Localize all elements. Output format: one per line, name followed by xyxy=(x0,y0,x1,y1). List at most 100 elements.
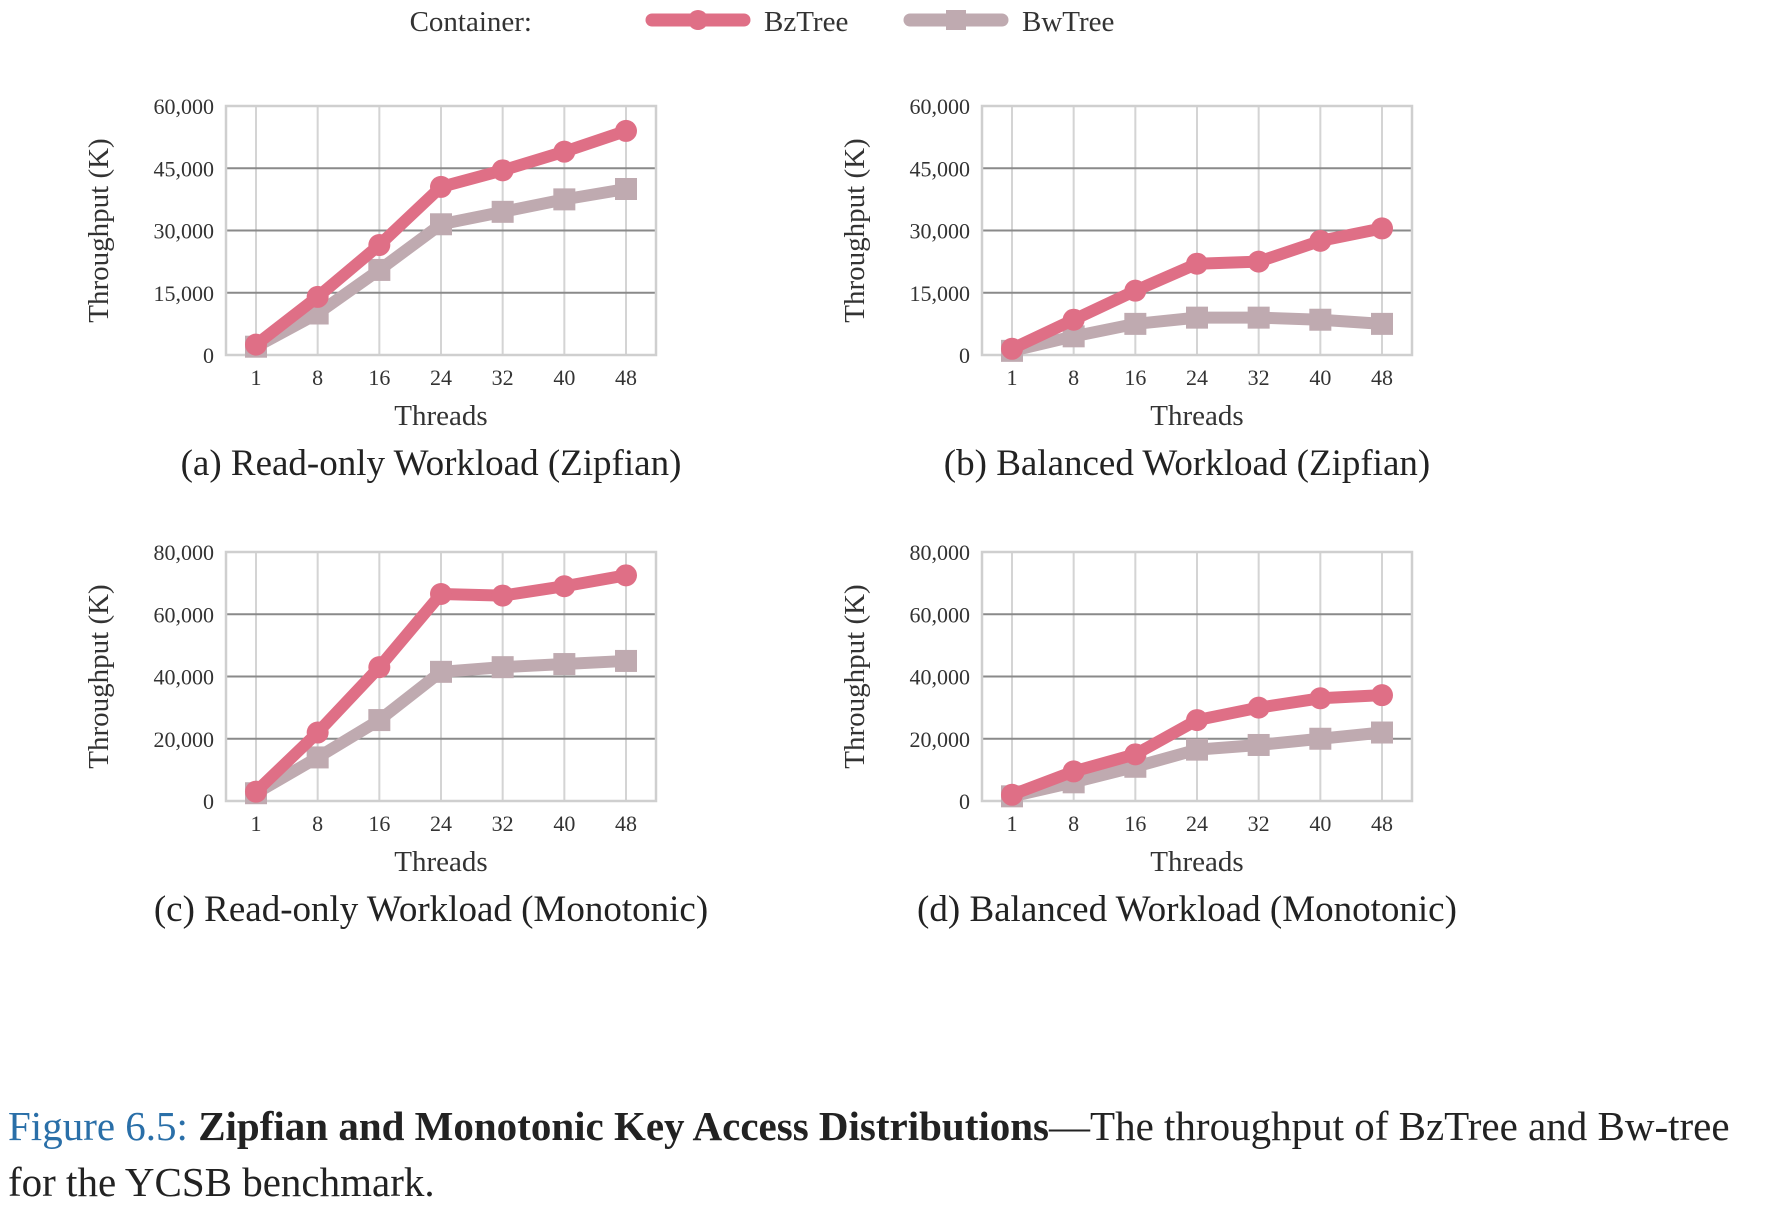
data-point-bwtree xyxy=(553,188,576,211)
data-point-bwtree xyxy=(1371,721,1393,744)
x-tick-label: 16 xyxy=(1124,811,1146,836)
x-tick-label: 48 xyxy=(615,811,637,836)
figure-caption: Figure 6.5: Zipfian and Monotonic Key Ac… xyxy=(8,1098,1758,1210)
data-point-bztree xyxy=(1186,709,1208,732)
data-point-bztree xyxy=(1001,783,1023,806)
y-tick-label: 20,000 xyxy=(910,727,971,752)
data-point-bztree xyxy=(491,584,514,607)
data-point-bwtree xyxy=(1309,308,1332,331)
data-point-bwtree xyxy=(553,653,576,676)
data-point-bztree xyxy=(245,780,267,803)
data-point-bztree xyxy=(1309,687,1332,710)
y-tick-label: 45,000 xyxy=(910,156,971,181)
data-point-bztree xyxy=(615,119,637,142)
chart-panel-d: 0 20,000 40,000 60,000 80,000 1 8 16 24 32 40 48 Thr… xyxy=(839,540,1457,930)
data-point-bztree xyxy=(553,575,576,598)
data-point-bztree xyxy=(553,140,576,163)
y-tick-label: 80,000 xyxy=(154,540,215,565)
data-point-bwtree xyxy=(491,656,514,679)
data-point-bwtree xyxy=(368,709,391,732)
y-tick-label: 0 xyxy=(203,789,214,814)
data-point-bztree xyxy=(368,656,391,679)
chart-panel-c: 0 20,000 40,000 60,000 80,000 1 8 16 24 32 40 48 Thr… xyxy=(83,540,708,930)
data-point-bwtree xyxy=(1247,733,1270,756)
y-tick-label: 30,000 xyxy=(910,219,971,244)
data-point-bwtree xyxy=(1247,306,1270,329)
x-tick-label: 1 xyxy=(1007,811,1018,836)
legend-marker-bwtree xyxy=(946,10,966,30)
data-point-bztree xyxy=(1062,760,1085,783)
x-tick-label: 32 xyxy=(1248,811,1270,836)
data-point-bztree xyxy=(1124,743,1147,766)
x-axis-label: Threads xyxy=(1150,846,1243,878)
x-axis-label: Threads xyxy=(1150,400,1243,432)
chart-title: (a) Read-only Workload (Zipfian) xyxy=(181,443,682,484)
x-tick-label: 8 xyxy=(312,365,323,390)
legend-label-bztree: BzTree xyxy=(764,6,848,38)
x-tick-label: 1 xyxy=(251,365,262,390)
caption-title: Zipfian and Monotonic Key Access Distrib… xyxy=(198,1103,1050,1149)
chart-panel-b: 0 15,000 30,000 45,000 60,000 1 8 16 24 32 40 48 Thr… xyxy=(839,94,1430,484)
data-point-bwtree xyxy=(1186,738,1208,761)
x-tick-label: 1 xyxy=(1007,365,1018,390)
y-tick-label: 45,000 xyxy=(154,156,215,181)
data-point-bztree xyxy=(1371,684,1393,707)
x-tick-label: 32 xyxy=(492,811,514,836)
data-point-bwtree xyxy=(430,213,452,236)
y-tick-label: 60,000 xyxy=(154,94,215,119)
x-tick-label: 48 xyxy=(1371,365,1393,390)
data-point-bztree xyxy=(1371,217,1393,240)
data-point-bztree xyxy=(368,234,391,257)
data-point-bwtree xyxy=(1309,727,1332,750)
x-tick-label: 48 xyxy=(615,365,637,390)
x-tick-label: 40 xyxy=(553,811,575,836)
plot-frame xyxy=(980,104,1414,357)
y-tick-label: 40,000 xyxy=(910,665,971,690)
data-point-bwtree xyxy=(1124,312,1147,335)
chart-title: (c) Read-only Workload (Monotonic) xyxy=(154,889,708,930)
y-axis-label: Throughput (K) xyxy=(839,138,871,322)
chart-panels: 0 15,000 30,000 45,000 60,000 1 8 16 24 32 40 48 Thr… xyxy=(83,94,1457,930)
x-tick-label: 16 xyxy=(1124,365,1146,390)
data-point-bztree xyxy=(1247,696,1270,719)
legend: Container: BzTree BwTree xyxy=(410,6,1115,38)
y-tick-label: 30,000 xyxy=(154,219,215,244)
x-tick-label: 32 xyxy=(492,365,514,390)
caption-text: —The throughput of BzTree and Bw-tree fo… xyxy=(8,1103,1730,1205)
plot-frame xyxy=(224,104,658,357)
data-point-bztree xyxy=(1186,252,1208,275)
chart-title: (d) Balanced Workload (Monotonic) xyxy=(917,889,1457,930)
y-axis-label: Throughput (K) xyxy=(83,584,115,768)
data-point-bwtree xyxy=(1062,325,1085,348)
data-point-bwtree xyxy=(615,649,637,672)
data-point-bztree xyxy=(1247,250,1270,273)
x-tick-label: 24 xyxy=(430,811,452,836)
x-tick-label: 1 xyxy=(251,811,262,836)
data-point-bztree xyxy=(491,159,514,182)
x-tick-label: 32 xyxy=(1248,365,1270,390)
data-point-bztree xyxy=(1309,229,1332,252)
data-point-bwtree xyxy=(1186,306,1208,329)
y-tick-label: 15,000 xyxy=(154,281,215,306)
data-point-bztree xyxy=(306,285,329,308)
x-tick-label: 24 xyxy=(1186,811,1208,836)
caption-number: Figure 6.5: xyxy=(8,1103,188,1149)
figure: Container: BzTree BwTree 0 15,000 30,000 45,0… xyxy=(83,6,1457,930)
y-tick-label: 0 xyxy=(959,789,970,814)
data-point-bztree xyxy=(615,564,637,587)
data-point-bwtree xyxy=(615,178,637,200)
x-tick-label: 16 xyxy=(368,811,390,836)
y-axis-label: Throughput (K) xyxy=(83,138,115,322)
chart-panel-a: 0 15,000 30,000 45,000 60,000 1 8 16 24 32 40 48 Thr… xyxy=(83,94,681,484)
data-point-bwtree xyxy=(368,258,391,281)
plot-frame xyxy=(224,550,658,803)
y-tick-label: 60,000 xyxy=(910,602,971,627)
y-tick-label: 15,000 xyxy=(910,281,971,306)
data-point-bwtree xyxy=(430,660,452,683)
y-axis-label: Throughput (K) xyxy=(839,584,871,768)
data-point-bztree xyxy=(1124,279,1147,302)
x-tick-label: 24 xyxy=(430,365,452,390)
x-axis-label: Threads xyxy=(394,846,487,878)
data-point-bztree xyxy=(430,583,452,606)
x-tick-label: 40 xyxy=(1309,811,1331,836)
